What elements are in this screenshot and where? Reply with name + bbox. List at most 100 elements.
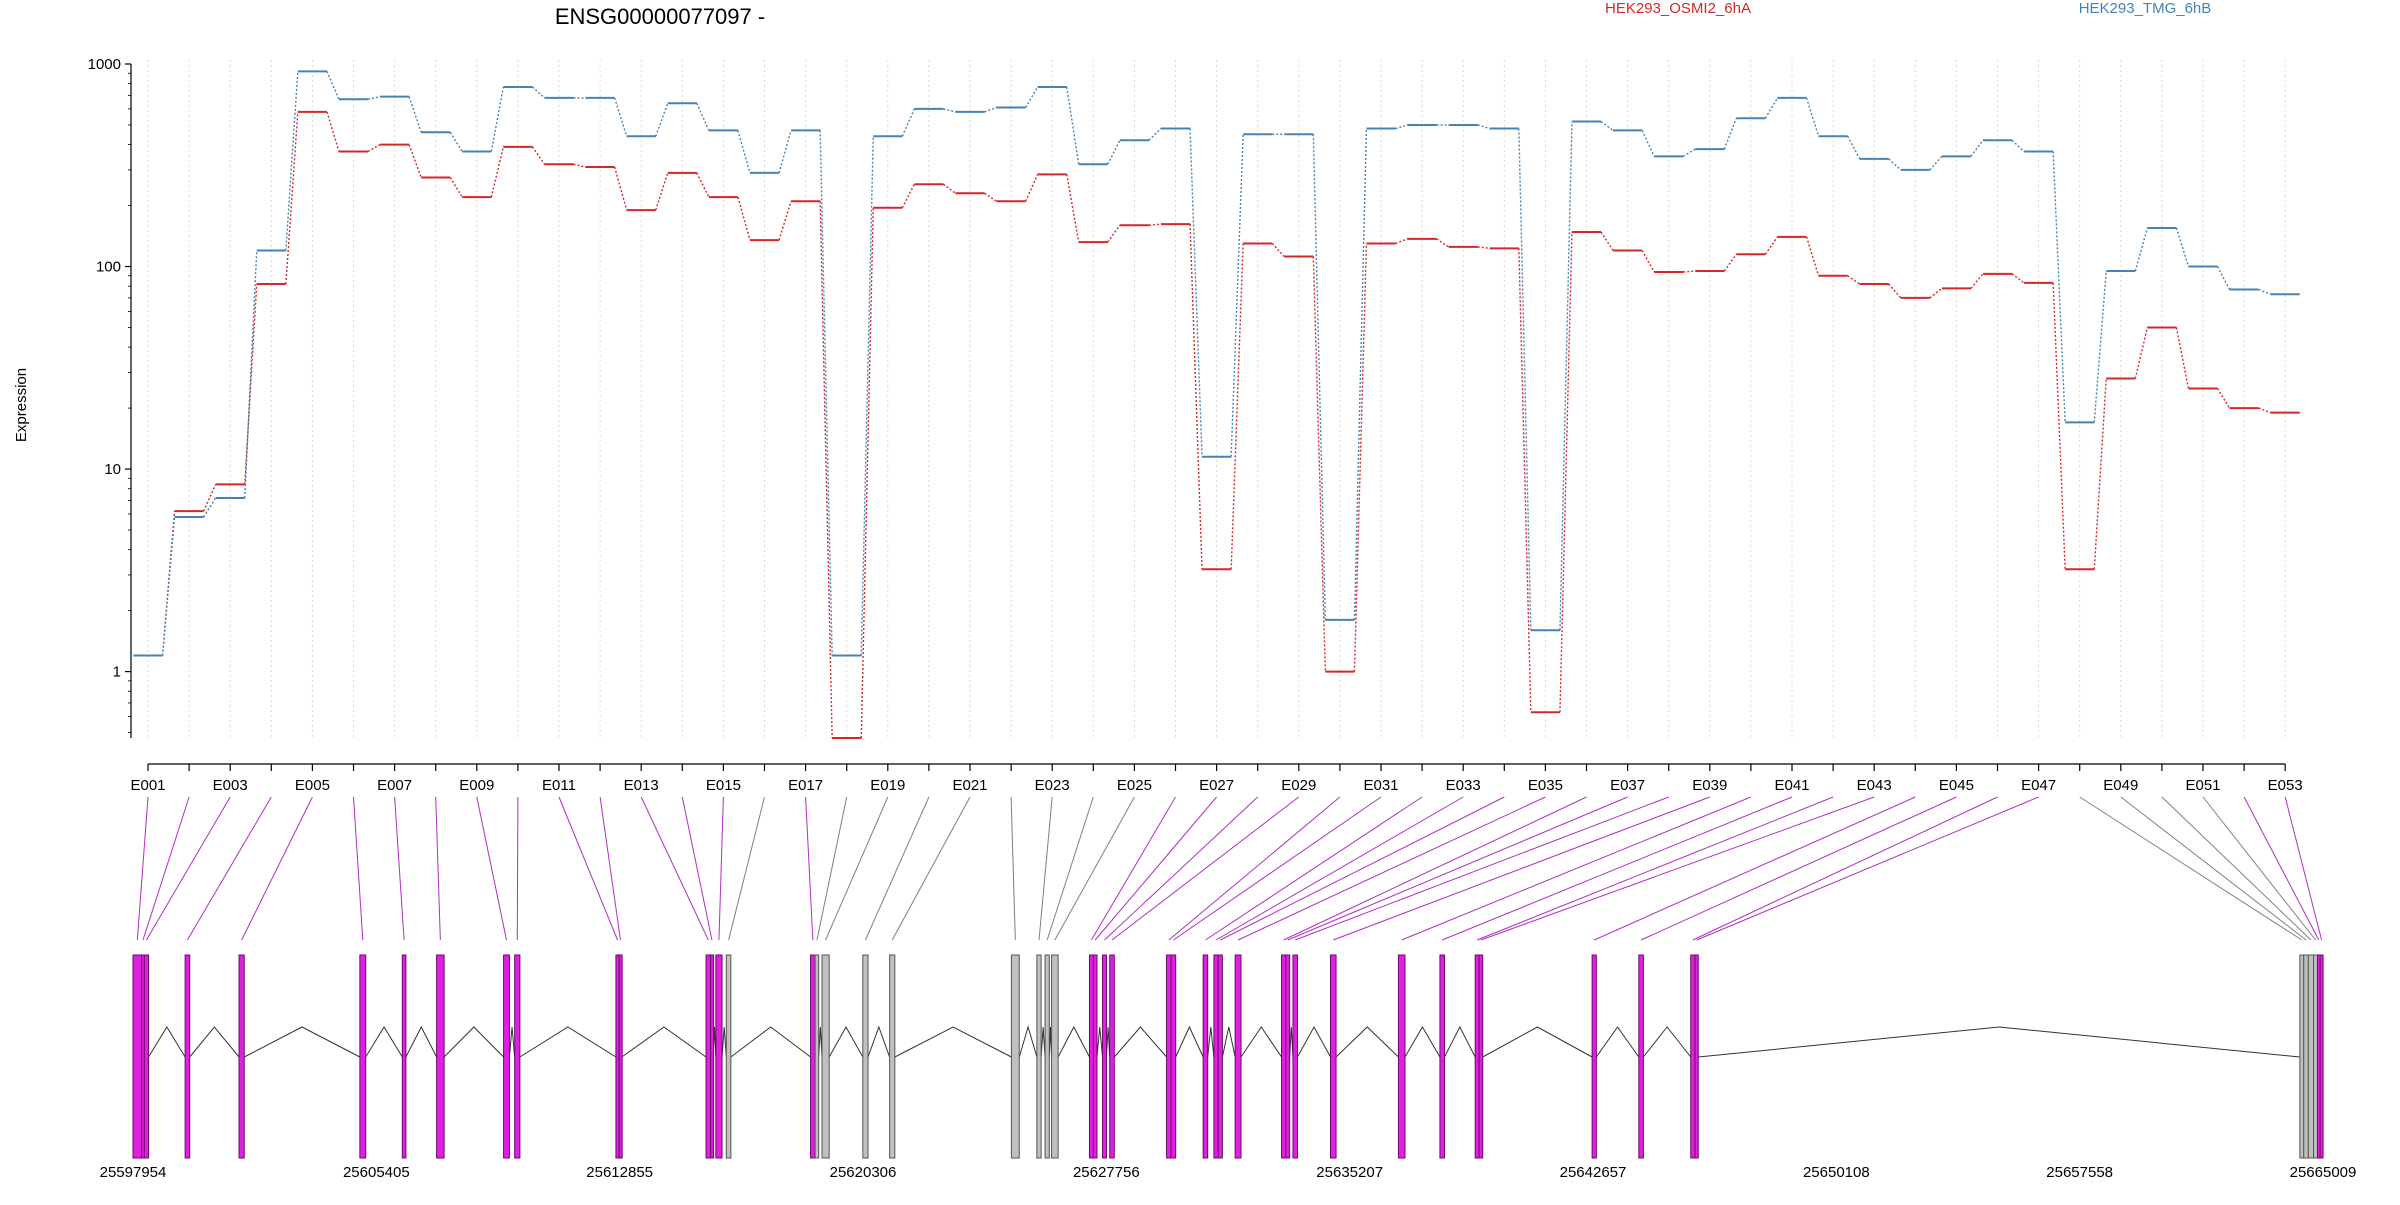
- exon-tick-label-E003: E003: [213, 777, 248, 794]
- connector-E049: [2120, 796, 2307, 941]
- genome-tick-label-25650108: 25650108: [1803, 1164, 1870, 1181]
- series-HEK293_TMG_6hB: [133, 70, 2300, 657]
- intron-E016: [730, 1026, 811, 1058]
- exon-tick-label-E035: E035: [1528, 777, 1563, 794]
- gridlines: [147, 60, 2286, 738]
- exon-tick-label-E033: E033: [1446, 777, 1481, 794]
- genome-tick-label-25635207: 25635207: [1316, 1164, 1383, 1181]
- connector-E020: [864, 796, 930, 941]
- connector-E045: [1640, 796, 1957, 941]
- intron-E047: [1698, 1026, 2300, 1058]
- connector-E032: [1205, 796, 1423, 941]
- intron-E019: [828, 1025, 864, 1058]
- y-tick-label-1: 1: [113, 664, 121, 681]
- connector-E051: [2202, 796, 2316, 941]
- gene-exon-E009: [503, 954, 510, 1159]
- gene-exon-E012: [618, 954, 623, 1159]
- intron-E005: [244, 1026, 361, 1058]
- gene-exon-E021: [889, 954, 896, 1159]
- genome-tick-label-25627756: 25627756: [1073, 1164, 1140, 1181]
- gene-exon-E046: [1690, 954, 1696, 1159]
- connector-E015: [718, 796, 724, 941]
- connector-E047: [1696, 796, 2039, 941]
- gene-exon-E015: [715, 954, 723, 1159]
- gene-exon-E013: [705, 954, 712, 1159]
- y-tick-label-1000: 1000: [88, 56, 121, 73]
- exon-tick-label-E005: E005: [295, 777, 330, 794]
- gene-exon-E027: [1092, 954, 1098, 1159]
- legend-entry-tmg: HEK293_TMG_6hB: [2079, 0, 2212, 17]
- intron-E037: [1289, 1026, 1294, 1058]
- connector-E030: [1168, 796, 1341, 941]
- connector-E022: [1010, 796, 1016, 941]
- intron-E041: [1444, 1025, 1476, 1058]
- series-connector-HEK293_TMG_6hB: [161, 71, 2271, 656]
- connector-E002: [142, 796, 190, 941]
- gene-exon-E044: [1591, 954, 1597, 1159]
- connector-E040: [1401, 796, 1752, 941]
- exon-tick-label-E029: E029: [1281, 777, 1316, 794]
- gene-exon-E007: [401, 954, 407, 1159]
- intron-E032: [1207, 1026, 1215, 1058]
- connector-E026: [1091, 796, 1176, 941]
- series-lines: [133, 70, 2300, 739]
- connector-E003: [145, 796, 231, 941]
- exon-tick-label-E025: E025: [1117, 777, 1152, 794]
- intron-E004: [189, 1026, 240, 1058]
- gene-exon-E008: [436, 954, 445, 1159]
- intron-E038: [1297, 1025, 1331, 1058]
- genome-tick-label-25605405: 25605405: [343, 1164, 410, 1181]
- connector-E038: [1295, 796, 1669, 941]
- connector-E035: [1237, 796, 1546, 941]
- connector-E008: [435, 796, 441, 941]
- intron-E022: [1018, 1025, 1038, 1058]
- connector-E005: [241, 796, 313, 941]
- connector-E029: [1111, 796, 1300, 941]
- intron-E029: [1113, 1026, 1167, 1058]
- exon-tick-label-E047: E047: [2021, 777, 2056, 794]
- gene-exon-E014: [710, 954, 715, 1159]
- exon-tick-label-E053: E053: [2268, 777, 2303, 794]
- intron-E023: [1040, 1026, 1046, 1058]
- intron-E007: [405, 1025, 438, 1058]
- connector-E014: [681, 796, 713, 941]
- exon-tick-label-E041: E041: [1774, 777, 1809, 794]
- gene-exon-E024: [1044, 954, 1050, 1159]
- connector-E027: [1094, 796, 1217, 941]
- gene-exon-E039: [1330, 954, 1337, 1159]
- connector-E018: [816, 796, 848, 941]
- connector-E019: [825, 796, 889, 941]
- intron-E034: [1221, 1026, 1236, 1058]
- intron-E025: [1057, 1025, 1090, 1058]
- genome-coordinate-axis: 25597954 25605405 25612855 25620306 25627756…: [100, 1164, 2357, 1181]
- connector-E036: [1283, 796, 1587, 941]
- gene-exon-E037: [1285, 954, 1291, 1159]
- connector-E013: [640, 796, 709, 941]
- genome-tick-label-25597954: 25597954: [100, 1164, 167, 1181]
- intron-E035: [1240, 1026, 1282, 1058]
- genome-tick-label-25657558: 25657558: [2046, 1164, 2113, 1181]
- gene-exon-E019: [821, 954, 830, 1159]
- connector-E034: [1220, 796, 1505, 941]
- gene-exon-E038: [1292, 954, 1299, 1159]
- connector-E024: [1046, 796, 1094, 941]
- gene-exon-E020: [862, 954, 869, 1159]
- gene-exon-E022: [1010, 954, 1020, 1159]
- legend-entry-osmi2: HEK293_OSMI2_6hA: [1605, 0, 1751, 17]
- connector-E004: [186, 796, 272, 941]
- y-tick-label-10: 10: [104, 461, 121, 478]
- connector-E010: [516, 796, 519, 941]
- gene-exon-E043: [1478, 954, 1484, 1159]
- exon-tick-label-E013: E013: [624, 777, 659, 794]
- intron-E040: [1404, 1026, 1441, 1058]
- y-tick-label-100: 100: [96, 259, 121, 276]
- connector-E053: [2284, 796, 2323, 941]
- exon-tick-label-E015: E015: [706, 777, 741, 794]
- exon-tick-label-E039: E039: [1692, 777, 1727, 794]
- gene-exon-E031: [1170, 954, 1177, 1159]
- gene-exon-E017: [810, 954, 816, 1159]
- gene-exon-E003: [143, 954, 150, 1159]
- exon-tick-label-E051: E051: [2185, 777, 2220, 794]
- intron-E010: [519, 1026, 617, 1058]
- exon-tick-label-E043: E043: [1857, 777, 1892, 794]
